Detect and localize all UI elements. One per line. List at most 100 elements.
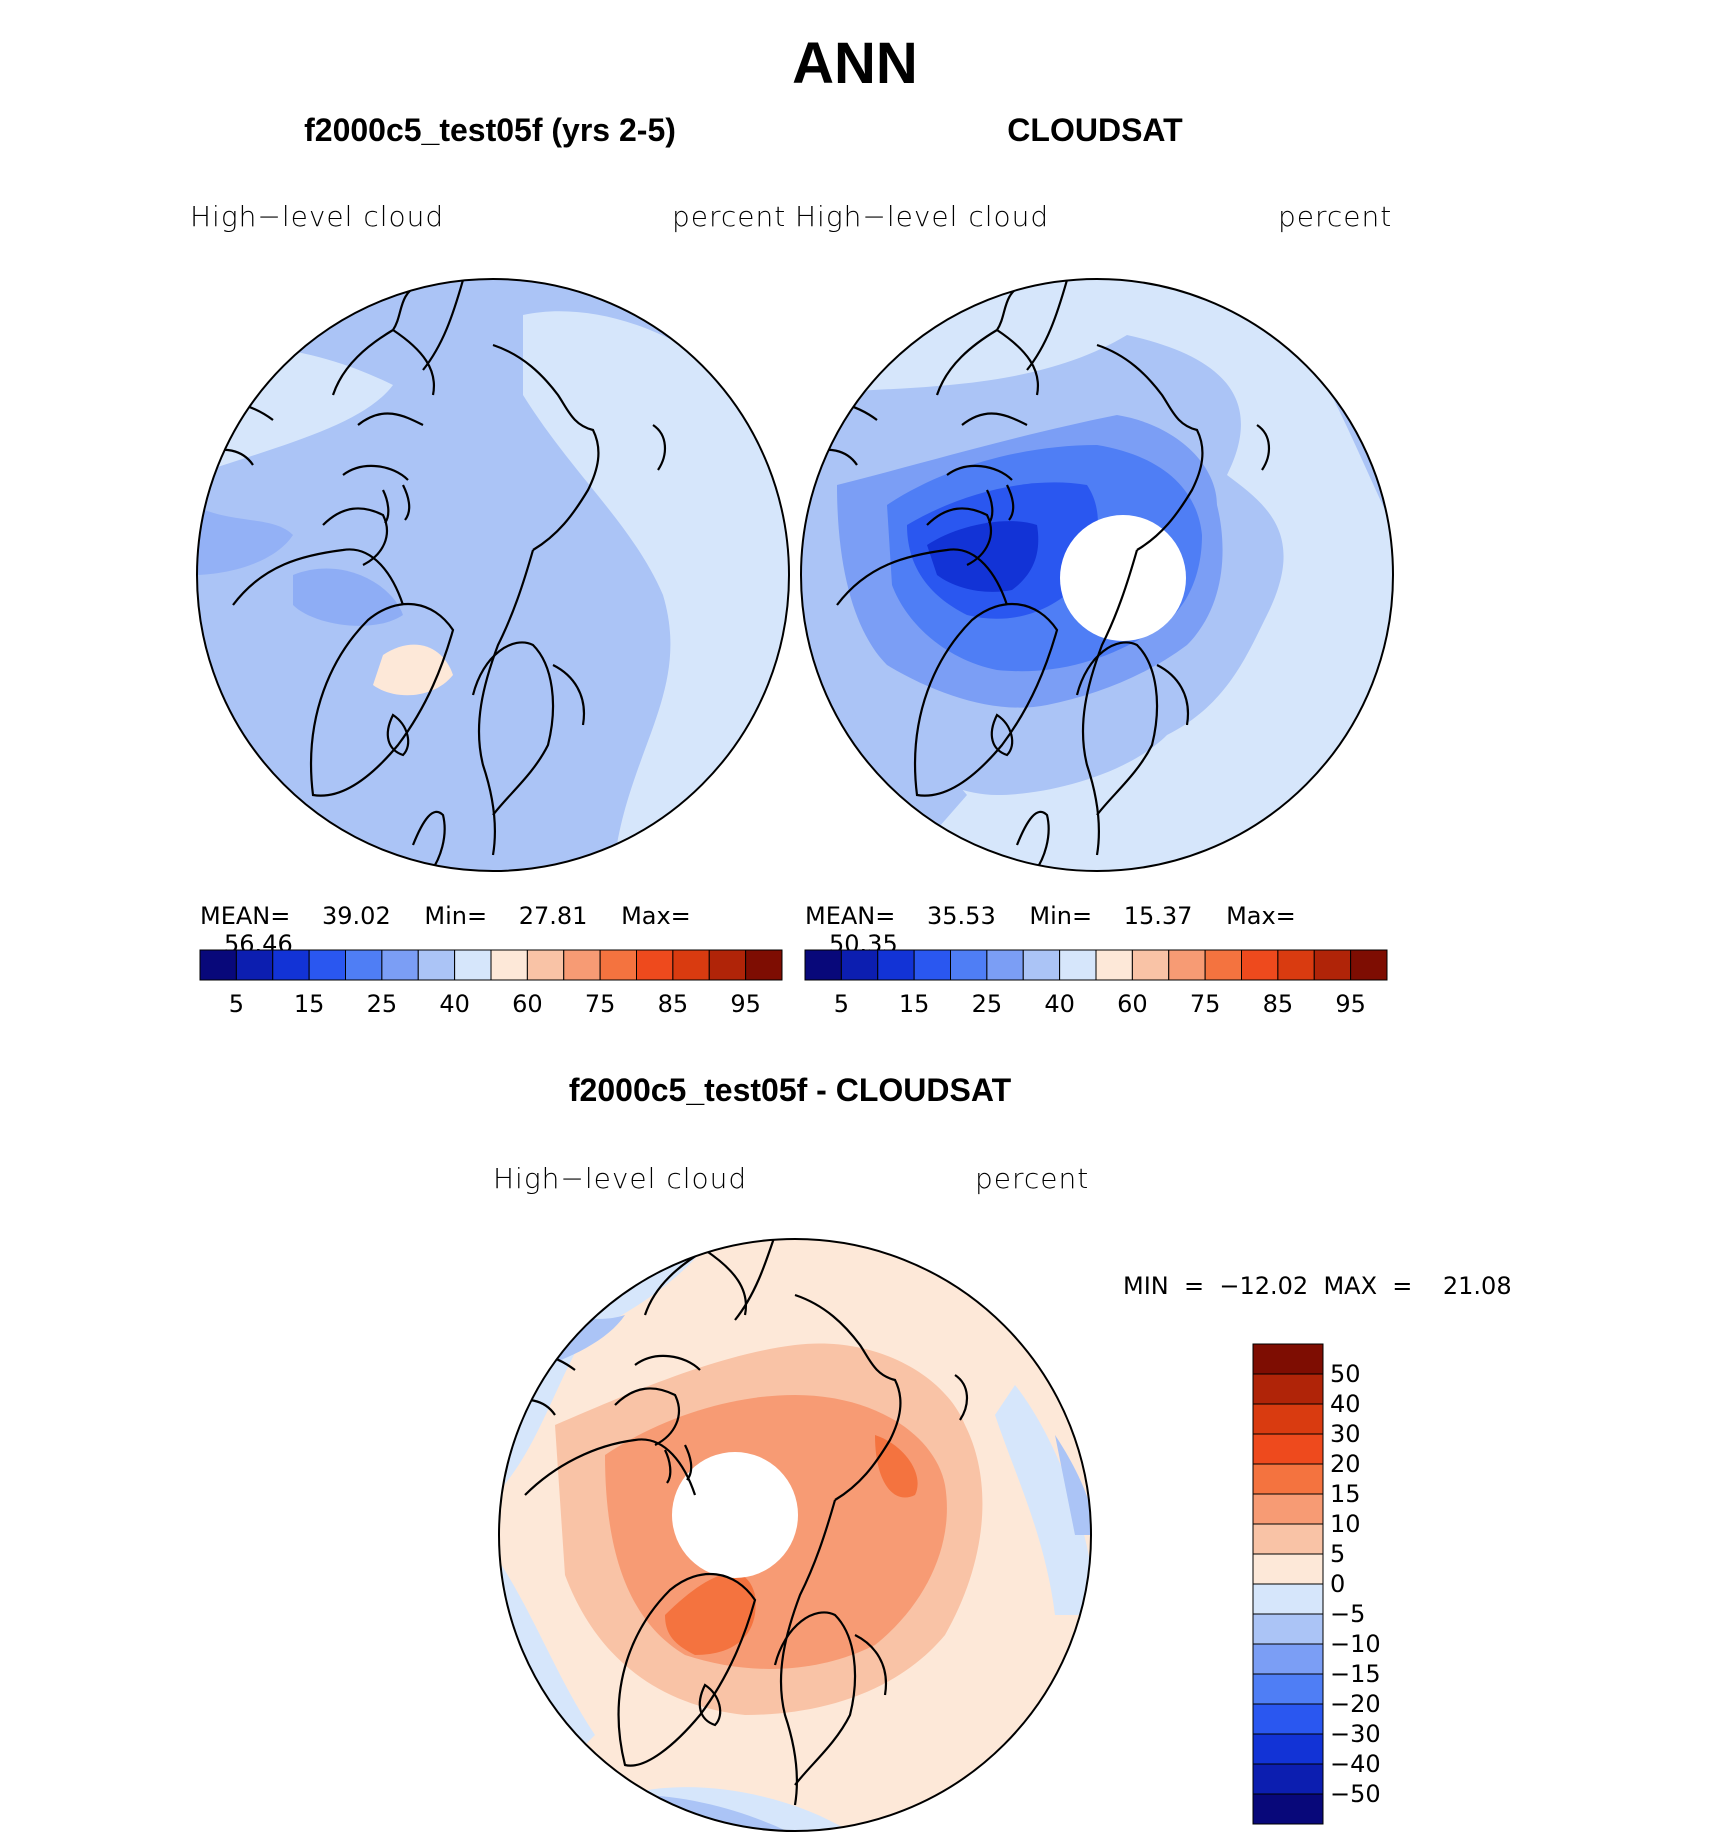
panel1-min-value: 27.81 [518,902,588,930]
colorbar-swatch [563,949,601,981]
diff-colorbar-tick-label: 20 [1330,1450,1361,1478]
panel2-min-value: 15.37 [1123,902,1193,930]
diff-colorbar-tick-label: −40 [1330,1750,1381,1778]
colorbar-tick-label: 75 [1189,990,1221,1018]
diff-colorbar-tick-label: 30 [1330,1420,1361,1448]
colorbar-tick-label: 25 [366,990,398,1018]
diff-colorbar-tick-label: −30 [1330,1720,1381,1748]
colorbar-swatch [672,949,710,981]
diff-colorbar-swatch [1252,1343,1324,1375]
diff-minmax: MIN = −12.02 MAX = 21.08 [1123,1272,1512,1300]
colorbar-tick-label: 85 [657,990,689,1018]
diff-colorbar-tick-label: −15 [1330,1660,1381,1688]
panel2-colorbar-labels: 5 15 25 40 60 75 85 95 [805,990,1387,1020]
diff-colorbar-swatch [1252,1703,1324,1735]
panel1-max-label: Max= [621,902,691,930]
colorbar-tick-label: 60 [1117,990,1148,1018]
colorbar-swatch [599,949,637,981]
colorbar-swatch [636,949,674,981]
panel2-title: CLOUDSAT [1007,112,1183,148]
colorbar-swatch [235,949,274,981]
diff-colorbar-tick-label: 0 [1330,1570,1346,1598]
diff-colorbar-swatch [1252,1733,1324,1765]
colorbar-swatch [1022,949,1061,981]
panel1-stats: MEAN= 39.02 Min= 27.81 Max= 56.46 [200,902,785,958]
diff-colorbar-tick-label: 15 [1330,1480,1361,1508]
colorbar-tick-label: 5 [228,990,245,1018]
panel1-mean-value: 39.02 [322,902,391,930]
diff-units-label: percent [975,1162,1090,1195]
colorbar-tick-label: 85 [1262,990,1294,1018]
panel1-polar-map [196,278,790,872]
diff-colorbar-swatch [1252,1673,1324,1705]
colorbar-swatch [1241,949,1279,981]
diff-colorbar-tick-label: 5 [1330,1540,1346,1568]
diff-title: f2000c5_test05f - CLOUDSAT [568,1072,1012,1108]
colorbar-swatch [840,949,879,981]
diff-variable-label: High−level cloud [493,1162,748,1195]
diff-polar-map [498,1238,1092,1832]
colorbar-swatch [1350,949,1388,981]
colorbar-swatch [454,949,492,981]
colorbar-tick-label: 15 [293,990,325,1018]
colorbar-swatch [381,949,419,981]
colorbar-swatch [986,949,1024,981]
colorbar-swatch [804,949,842,981]
colorbar-swatch [308,949,346,981]
diff-colorbar [1252,1343,1324,1825]
diff-colorbar-swatch [1252,1583,1324,1615]
diff-colorbar-swatch [1252,1553,1324,1585]
panel1-min-label: Min= [424,902,488,930]
colorbar-swatch [272,949,310,981]
colorbar-swatch [1059,949,1097,981]
diff-colorbar-swatch [1252,1463,1324,1495]
diff-colorbar-swatch [1252,1643,1324,1675]
diff-colorbar-swatch [1252,1613,1324,1645]
diff-colorbar-labels: 50 40 30 20 15 10 5 0 −5 −10 −15 −20 −30 −40 −50 [1330,1344,1410,1824]
colorbar-swatch [490,949,528,981]
diff-colorbar-tick-label: 10 [1330,1510,1361,1538]
colorbar-swatch [1204,949,1242,981]
diff-colorbar-swatch [1252,1433,1324,1465]
main-title: ANN [792,31,918,96]
colorbar-tick-label: 60 [512,990,543,1018]
diff-colorbar-tick-label: −50 [1330,1780,1381,1808]
colorbar-swatch [345,949,383,981]
panel1-colorbar-labels: 5 15 25 40 60 75 85 95 [200,990,782,1020]
panel1-title: f2000c5_test05f (yrs 2-5) [304,112,676,148]
colorbar-swatch [417,949,456,981]
diff-colorbar-tick-label: −5 [1330,1600,1366,1628]
panel2-max-label: Max= [1226,902,1296,930]
panel1-variable-label: High−level cloud [190,200,445,233]
colorbar-swatch [877,949,915,981]
colorbar-swatch [708,949,747,981]
diff-colorbar-tick-label: 50 [1330,1360,1361,1388]
diff-colorbar-tick-label: −10 [1330,1630,1381,1658]
colorbar-tick-label: 15 [898,990,930,1018]
colorbar-swatch [1168,949,1206,981]
panel2-min-label: Min= [1029,902,1093,930]
colorbar-swatch [1277,949,1315,981]
colorbar-tick-label: 95 [730,990,761,1018]
colorbar-swatch [199,949,237,981]
colorbar-swatch [745,949,783,981]
diff-colorbar-tick-label: 40 [1330,1390,1361,1418]
diff-colorbar-swatch [1252,1523,1324,1555]
panel2-units-label: percent [1278,200,1393,233]
diff-colorbar-swatch [1252,1493,1324,1525]
colorbar-swatch [1313,949,1352,981]
colorbar-swatch [913,949,951,981]
colorbar-tick-label: 25 [971,990,1003,1018]
panel2-mean-label: MEAN= [805,902,896,930]
panel1-mean-label: MEAN= [200,902,291,930]
panel1-units-label: percent [672,200,787,233]
colorbar-tick-label: 75 [584,990,616,1018]
panel2-mean-value: 35.53 [927,902,996,930]
diff-colorbar-swatch [1252,1403,1324,1435]
diff-colorbar-swatch [1252,1793,1324,1825]
panel2-colorbar [804,949,1388,981]
colorbar-swatch [1131,949,1170,981]
colorbar-tick-label: 40 [1044,990,1075,1018]
diff-colorbar-swatch [1252,1373,1324,1405]
diff-colorbar-tick-label: −20 [1330,1690,1381,1718]
